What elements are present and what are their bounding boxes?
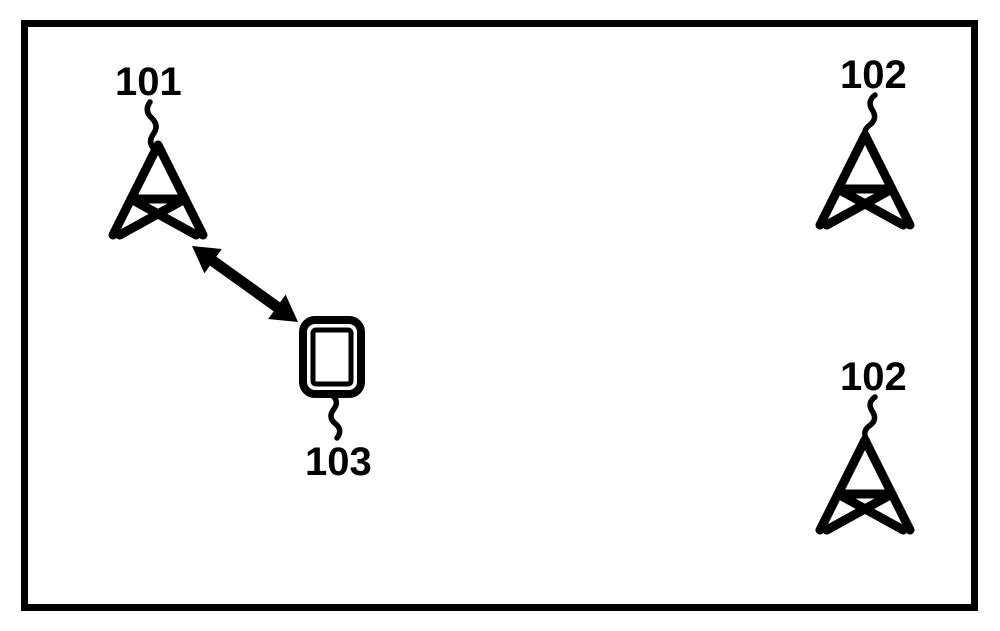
diagram-canvas: 101 102 103 102 <box>0 0 1000 631</box>
device-icon <box>303 320 361 394</box>
shapes-layer <box>0 0 1000 631</box>
squiggle-103 <box>331 395 340 438</box>
tower-102-top-icon <box>820 135 910 225</box>
tower-102-bottom-icon <box>820 440 910 530</box>
double-arrow-icon <box>192 246 298 322</box>
tower-101-icon <box>113 145 203 235</box>
squiggle-102-bottom <box>865 397 875 440</box>
